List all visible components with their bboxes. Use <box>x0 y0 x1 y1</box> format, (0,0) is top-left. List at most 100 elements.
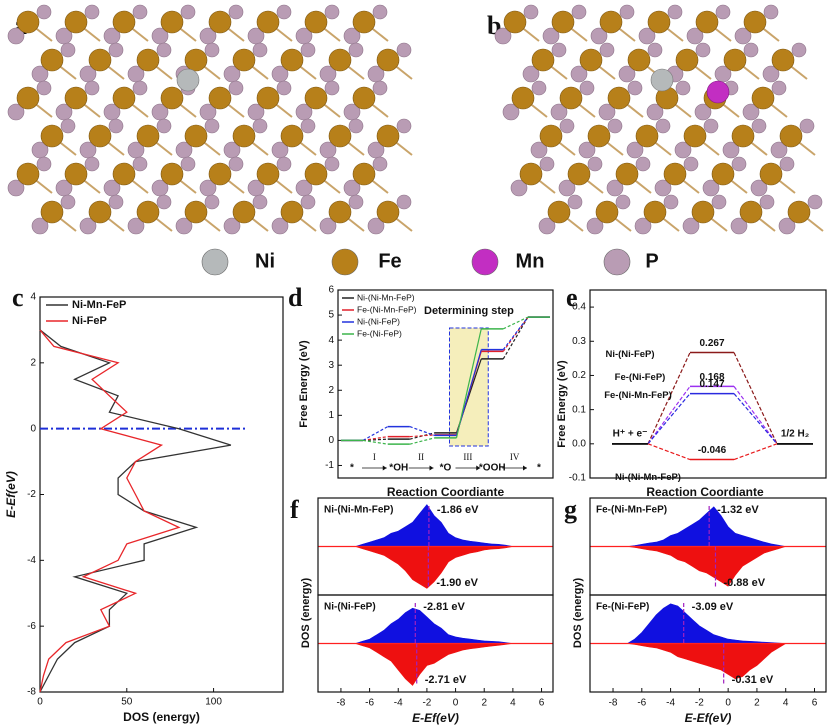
fe-atom <box>739 200 763 224</box>
fe-atom <box>559 86 583 110</box>
p-atom <box>510 179 528 197</box>
subplot-label: Fe-(Ni-Mn-FeP) <box>596 505 667 516</box>
category-label: H⁺ + e⁻ <box>613 428 648 439</box>
p-atom <box>646 103 664 121</box>
p-atom <box>763 4 779 20</box>
ni-atom <box>176 68 200 92</box>
fe-atom <box>160 162 184 186</box>
atom-legend-marker <box>603 248 631 276</box>
y-tick-label: 0.1 <box>572 404 586 415</box>
p-atom <box>156 42 172 58</box>
atom-legend-label: Ni <box>255 250 275 272</box>
fe-atom <box>587 124 611 148</box>
x-tick-label: 6 <box>812 698 818 709</box>
p-atom <box>108 194 124 210</box>
connector <box>502 316 529 330</box>
x-tick-label: 50 <box>121 697 133 708</box>
p-atom <box>530 141 548 159</box>
p-atom <box>634 217 652 235</box>
panel-letter: e <box>566 283 578 312</box>
p-atom <box>771 80 787 96</box>
fe-atom <box>595 200 619 224</box>
p-atom <box>675 80 691 96</box>
p-atom <box>551 42 567 58</box>
y-tick-label: 2 <box>30 357 36 368</box>
fe-atom <box>160 86 184 110</box>
fe-atom <box>743 10 767 34</box>
p-atom <box>60 118 76 134</box>
p-atom <box>372 156 388 172</box>
p-atom <box>276 156 292 172</box>
y-axis-label: E-Ef(eV) <box>4 471 18 518</box>
p-atom <box>127 217 145 235</box>
p-atom <box>132 4 148 20</box>
fe-atom <box>376 200 400 224</box>
p-atom <box>654 179 672 197</box>
p-atom <box>522 65 540 83</box>
fe-atom <box>256 10 280 34</box>
p-atom <box>372 80 388 96</box>
p-atom <box>84 80 100 96</box>
fe-atom <box>208 10 232 34</box>
p-atom <box>36 4 52 20</box>
x-tick-label: -2 <box>422 698 431 709</box>
p-atom <box>694 103 712 121</box>
p-atom <box>252 194 268 210</box>
step-label: II <box>418 452 424 462</box>
fe-atom <box>376 124 400 148</box>
atom-legend-marker <box>471 248 499 276</box>
dos-line <box>39 329 181 693</box>
p-atom <box>175 217 193 235</box>
fe-atom <box>256 86 280 110</box>
fe-atom <box>711 162 735 186</box>
crystal-structure <box>7 4 413 235</box>
y-tick-label: 0.4 <box>572 302 586 313</box>
legend-label: Ni-Mn-FeP <box>72 299 126 311</box>
p-atom <box>626 141 644 159</box>
fe-atom <box>40 48 64 72</box>
p-atom <box>7 27 25 45</box>
subplot-frame <box>317 594 554 693</box>
fe-atom <box>136 124 160 148</box>
value-label: 0.267 <box>699 338 724 349</box>
fe-atom <box>112 10 136 34</box>
panel-letter: f <box>290 495 299 524</box>
category-label: *OOH <box>479 463 506 474</box>
p-atom <box>84 4 100 20</box>
p-atom <box>502 103 520 121</box>
y-tick-label: 3 <box>328 360 334 371</box>
fe-atom <box>511 86 535 110</box>
fe-atom <box>232 48 256 72</box>
atom-legend-label: Mn <box>516 250 545 272</box>
d-band-label: -1.86 eV <box>437 504 479 516</box>
fe-atom <box>64 10 88 34</box>
x-axis-label: DOS (energy) <box>123 710 200 724</box>
legend-label: Ni-FeP <box>72 315 107 327</box>
connector <box>455 328 482 439</box>
fe-atom <box>376 48 400 72</box>
arrow-head <box>523 465 527 471</box>
category-label: * <box>350 463 354 474</box>
y-axis-label: Free Energy (eV) <box>556 360 568 448</box>
atom-legend-label: Fe <box>378 250 401 272</box>
connector <box>733 393 778 445</box>
y-tick-label: 4 <box>30 292 36 303</box>
p-atom <box>779 156 795 172</box>
d-band-label: -0.31 eV <box>732 674 774 686</box>
p-atom <box>570 65 588 83</box>
d-band-label: -3.09 eV <box>692 601 734 613</box>
p-atom <box>228 4 244 20</box>
value-label: 0.168 <box>699 372 724 383</box>
fe-atom <box>723 48 747 72</box>
p-atom <box>722 141 740 159</box>
fe-atom <box>280 124 304 148</box>
x-tick-label: 0 <box>37 697 43 708</box>
p-atom <box>586 217 604 235</box>
p-atom <box>36 80 52 96</box>
fe-atom <box>547 200 571 224</box>
p-atom <box>319 217 337 235</box>
series-label: Ni-(Ni-FeP) <box>605 349 654 360</box>
p-atom <box>743 42 759 58</box>
p-atom <box>618 65 636 83</box>
step-label: III <box>463 452 472 462</box>
